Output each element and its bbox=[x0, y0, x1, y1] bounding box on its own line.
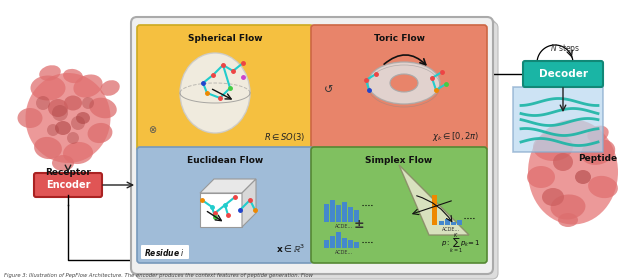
Bar bbox=[354, 210, 359, 222]
FancyBboxPatch shape bbox=[311, 25, 487, 151]
Text: ACDE...: ACDE... bbox=[442, 227, 460, 232]
Polygon shape bbox=[242, 179, 256, 227]
FancyBboxPatch shape bbox=[137, 147, 313, 263]
FancyBboxPatch shape bbox=[34, 173, 102, 197]
Text: Figure 3: Illustration of PepFlow Architecture. The encoder produces the context: Figure 3: Illustration of PepFlow Archit… bbox=[4, 273, 313, 278]
Text: $R \in SO(3)$: $R \in SO(3)$ bbox=[264, 131, 305, 143]
Ellipse shape bbox=[575, 170, 591, 184]
Bar bbox=[324, 240, 329, 248]
Ellipse shape bbox=[17, 108, 42, 128]
Ellipse shape bbox=[82, 97, 94, 109]
Polygon shape bbox=[399, 165, 469, 235]
Ellipse shape bbox=[31, 76, 65, 101]
Ellipse shape bbox=[39, 65, 61, 81]
Text: Simplex Flow: Simplex Flow bbox=[365, 156, 433, 165]
Polygon shape bbox=[200, 193, 242, 227]
Bar bbox=[513, 87, 603, 152]
Ellipse shape bbox=[368, 62, 440, 104]
Bar bbox=[145, 273, 495, 276]
Bar bbox=[336, 232, 341, 248]
Ellipse shape bbox=[48, 99, 68, 117]
Ellipse shape bbox=[63, 69, 83, 83]
Ellipse shape bbox=[76, 112, 90, 124]
Text: Residue $i$: Residue $i$ bbox=[144, 246, 185, 258]
Polygon shape bbox=[200, 179, 256, 193]
Text: $\chi_k \in [0, 2\pi)$: $\chi_k \in [0, 2\pi)$ bbox=[431, 130, 479, 143]
Ellipse shape bbox=[64, 95, 82, 111]
FancyBboxPatch shape bbox=[134, 20, 496, 277]
Ellipse shape bbox=[26, 73, 111, 163]
FancyBboxPatch shape bbox=[131, 17, 493, 274]
Ellipse shape bbox=[528, 120, 618, 225]
Text: ±: ± bbox=[354, 218, 364, 232]
Ellipse shape bbox=[588, 176, 618, 198]
Bar bbox=[457, 220, 462, 225]
Bar bbox=[348, 240, 353, 248]
Ellipse shape bbox=[88, 123, 113, 143]
Bar bbox=[439, 221, 444, 225]
Ellipse shape bbox=[553, 153, 573, 171]
Ellipse shape bbox=[63, 142, 93, 164]
Text: $\mathbf{x} \in \mathbb{R}^3$: $\mathbf{x} \in \mathbb{R}^3$ bbox=[276, 242, 305, 255]
Text: Peptide: Peptide bbox=[578, 154, 617, 163]
Bar bbox=[342, 202, 347, 222]
FancyBboxPatch shape bbox=[311, 147, 487, 263]
Text: ACDE...: ACDE... bbox=[335, 250, 353, 255]
Text: Spherical Flow: Spherical Flow bbox=[188, 34, 262, 43]
Ellipse shape bbox=[550, 194, 586, 220]
Text: Euclidean Flow: Euclidean Flow bbox=[187, 156, 263, 165]
Bar bbox=[348, 207, 353, 222]
Ellipse shape bbox=[542, 188, 564, 206]
Text: $p:\!\sum_{k=1}^{K}\!p_k\!=\!1$: $p:\!\sum_{k=1}^{K}\!p_k\!=\!1$ bbox=[441, 231, 480, 255]
FancyBboxPatch shape bbox=[137, 25, 313, 151]
Ellipse shape bbox=[89, 98, 116, 118]
Ellipse shape bbox=[52, 105, 68, 121]
Text: ACDE...: ACDE... bbox=[335, 224, 353, 229]
FancyBboxPatch shape bbox=[141, 245, 189, 259]
Text: ⊗: ⊗ bbox=[148, 125, 156, 135]
Text: $N$ steps: $N$ steps bbox=[550, 42, 580, 55]
Ellipse shape bbox=[52, 155, 74, 171]
Ellipse shape bbox=[47, 124, 59, 136]
Bar bbox=[432, 195, 437, 225]
Ellipse shape bbox=[527, 166, 555, 188]
FancyBboxPatch shape bbox=[136, 22, 498, 279]
Ellipse shape bbox=[36, 96, 50, 110]
Text: Receptor: Receptor bbox=[45, 168, 91, 177]
Text: Toric Flow: Toric Flow bbox=[374, 34, 424, 43]
FancyBboxPatch shape bbox=[523, 61, 603, 87]
Bar bbox=[451, 222, 456, 225]
Text: Encoder: Encoder bbox=[45, 180, 90, 190]
Bar bbox=[342, 238, 347, 248]
Ellipse shape bbox=[558, 213, 578, 227]
Ellipse shape bbox=[67, 132, 79, 144]
Bar bbox=[142, 270, 492, 273]
Ellipse shape bbox=[74, 74, 102, 97]
Bar bbox=[330, 200, 335, 222]
Text: Decoder: Decoder bbox=[538, 69, 588, 79]
Ellipse shape bbox=[71, 116, 85, 130]
Ellipse shape bbox=[588, 126, 609, 143]
Bar bbox=[330, 236, 335, 248]
Ellipse shape bbox=[100, 80, 120, 96]
Ellipse shape bbox=[34, 137, 62, 159]
FancyBboxPatch shape bbox=[132, 18, 494, 275]
Ellipse shape bbox=[390, 74, 418, 92]
Bar bbox=[354, 242, 359, 248]
Ellipse shape bbox=[580, 139, 615, 165]
Bar bbox=[324, 204, 329, 222]
Ellipse shape bbox=[533, 133, 573, 161]
Text: ↺: ↺ bbox=[324, 85, 333, 95]
Ellipse shape bbox=[55, 121, 71, 135]
Bar bbox=[139, 267, 489, 270]
Bar bbox=[336, 205, 341, 222]
Bar bbox=[445, 219, 450, 225]
Ellipse shape bbox=[180, 53, 250, 133]
